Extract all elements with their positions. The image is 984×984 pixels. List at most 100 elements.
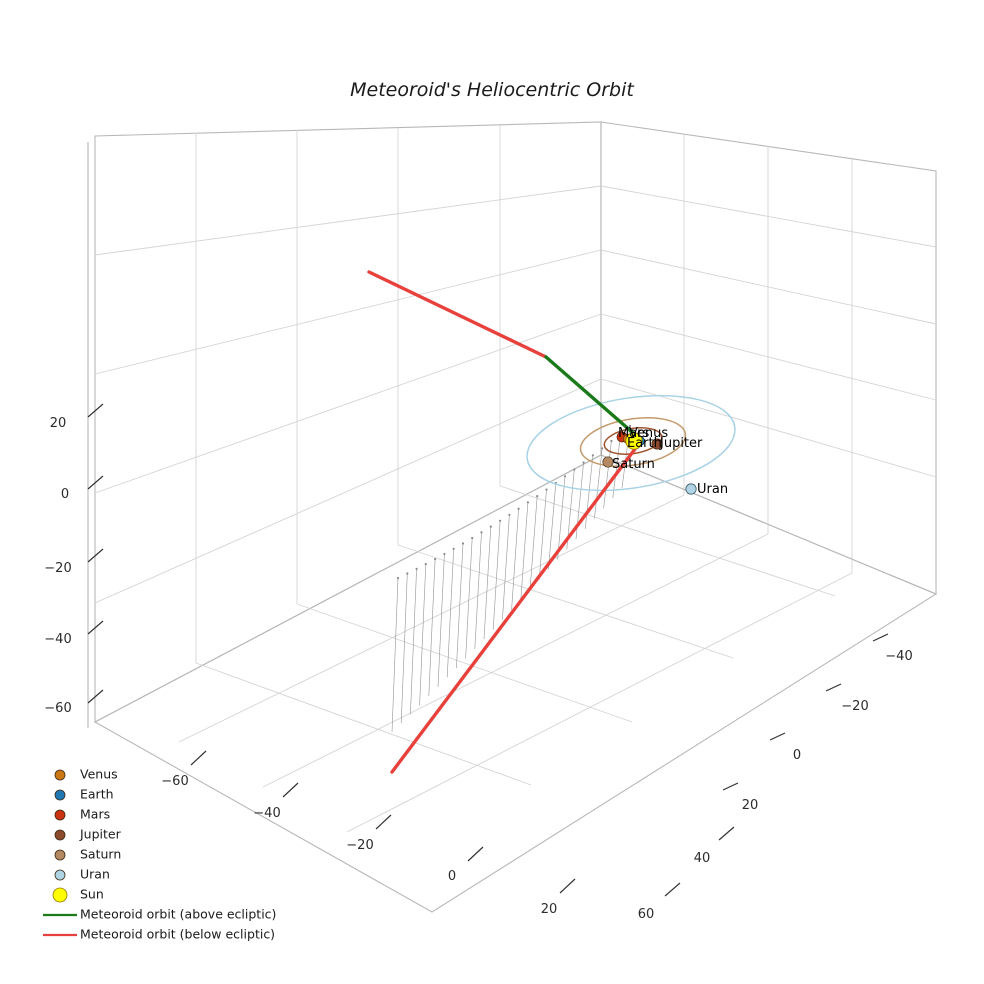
legend-marker-uran [54,869,66,881]
projection-stem [584,455,594,529]
projection-stem [456,543,464,669]
x-tick-label: 20 [541,902,558,917]
orbit-ellipse-jupiter [603,427,663,455]
projection-stem-dot [471,536,474,540]
legend-label: Meteoroid orbit (below ecliptic) [80,927,275,942]
planet-label-saturn: Saturn [612,457,655,472]
legend-marker-venus [54,769,66,781]
trajectory-below-ecliptic-lower [390,439,643,774]
x-tick-label: 40 [694,851,711,866]
z-tick-label: −60 [44,701,71,716]
projection-stem-dot [582,461,585,464]
x-tick-label: 0 [448,869,456,884]
projection-stem [410,568,417,715]
legend-label: Sun [80,887,104,902]
projection-stem [594,448,603,519]
projection-stem-dot [443,552,446,556]
projection-stem-dot [424,563,427,566]
projection-stem-dot [452,547,455,550]
axis-ticks [87,403,889,897]
projection-stem [437,553,445,687]
projection-stem-dot [480,531,483,534]
orbit-ellipse-saturn [579,417,687,467]
projection-stem-dot [563,475,567,478]
projection-stem-dot [601,447,604,450]
projection-stem [502,514,510,620]
projection-stem [529,496,538,590]
legend-marker-mars [54,809,66,821]
y-tick-label: 0 [793,748,801,763]
planet-marker-jupiter [651,438,663,450]
projection-stem [492,520,501,630]
planet-markers [602,431,697,495]
projection-stem [391,577,399,733]
x-tick-label: −60 [161,774,188,789]
projection-stem-dot [591,454,595,457]
x-tick-label: −20 [346,838,373,853]
legend-label: Uran [80,867,110,882]
axes-3d-panes [87,121,938,913]
projection-stem-dot [517,507,520,510]
projection-stem-dot [396,576,400,580]
trajectory-above-ecliptic [544,355,642,441]
star-marker-sun [625,432,643,450]
projection-stem-dot [610,439,613,443]
legend-label: Meteoroid orbit (above ecliptic) [80,907,276,922]
z-tick-label: 20 [50,416,67,431]
planet-label-mars: Mars [618,426,650,441]
planet-label-jupiter: Jupiter [659,436,703,451]
pane-back-right [600,121,937,595]
legend-marker-jupiter [54,829,66,841]
y-tick-label: −40 [885,649,912,664]
y-tick-label: 20 [742,798,759,813]
projection-stem-dot [406,572,409,575]
planet-marker-saturn [602,456,614,468]
z-tick-label: 0 [61,487,69,502]
projection-stem-dot [628,424,632,428]
projection-stem [400,573,408,724]
projection-stem [428,559,436,697]
y-axis-tick-labels: −40 −20 0 20 [742,649,913,813]
projection-stem [548,482,557,570]
projection-stem [419,564,427,706]
pane-floor [93,454,938,913]
z-axis-tick-labels: 20 0 −20 −40 −60 [44,416,71,716]
legend-label: Venus [80,767,118,782]
page-title: Meteoroid's Heliocentric Orbit [350,79,635,101]
legend-marker-saturn [54,849,66,861]
projection-stem-dot [461,542,465,545]
projection-stem-dot [508,513,511,516]
projection-stem [483,526,492,640]
legend-label: Jupiter [79,827,122,842]
trajectory-below-ecliptic-upper [367,270,548,359]
projection-stem-dot [536,495,539,498]
projection-stem-dot [545,488,548,491]
legend-marker-sun [52,887,68,903]
planet-label-uran: Uran [697,482,728,497]
projection-stem [465,537,473,659]
legend-label: Saturn [80,847,121,862]
planet-label-venus: Venus [629,426,668,441]
projection-stem-dot [434,558,437,561]
legend-label: Mars [80,807,110,822]
legend-marker-earth [54,789,66,801]
projection-stem [511,508,519,610]
planet-label-earth: Earth [627,436,662,451]
y-tick-label: −20 [841,699,868,714]
projection-stem [538,489,547,580]
x-tick-label: 60 [638,907,655,922]
legend: Venus Earth Mars Jupiter Saturn Uran Sun Meteor… [43,767,276,942]
x-axis-tick-labels: −60 −40 −20 0 20 40 60 [161,774,710,922]
projection-stem [520,502,529,600]
projection-stem-dot [415,567,418,571]
z-tick-label: −20 [44,561,71,576]
orbit-ellipse-uran [526,394,736,492]
projection-stem-dot [499,519,502,522]
projection-stem [474,532,482,649]
projection-stem [446,548,455,678]
projection-stem-dot [489,525,492,528]
meteoroid-trajectory [367,270,643,774]
planet-labels: Mars Venus Earth Jupiter Saturn Uran [612,426,728,497]
